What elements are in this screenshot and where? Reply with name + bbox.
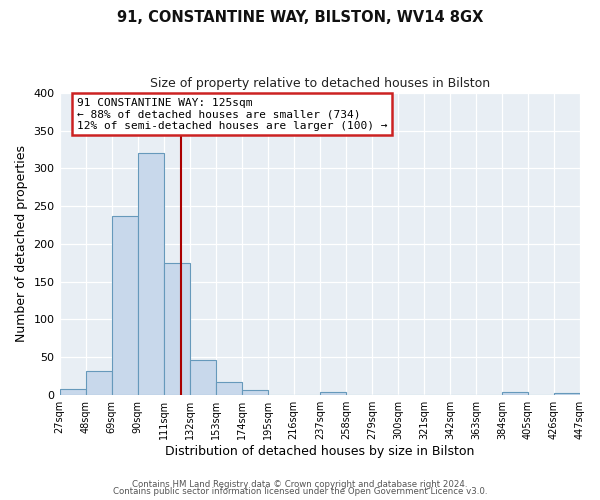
Bar <box>86 370 112 394</box>
Text: Contains HM Land Registry data © Crown copyright and database right 2024.: Contains HM Land Registry data © Crown c… <box>132 480 468 489</box>
Bar <box>112 216 137 394</box>
Bar <box>320 392 346 394</box>
Bar <box>554 393 580 394</box>
Bar <box>164 262 190 394</box>
Y-axis label: Number of detached properties: Number of detached properties <box>15 146 28 342</box>
Text: 91 CONSTANTINE WAY: 125sqm
← 88% of detached houses are smaller (734)
12% of sem: 91 CONSTANTINE WAY: 125sqm ← 88% of deta… <box>77 98 387 131</box>
Title: Size of property relative to detached houses in Bilston: Size of property relative to detached ho… <box>150 78 490 90</box>
Bar <box>502 392 528 394</box>
Bar <box>137 154 164 394</box>
Bar <box>215 382 242 394</box>
Text: 91, CONSTANTINE WAY, BILSTON, WV14 8GX: 91, CONSTANTINE WAY, BILSTON, WV14 8GX <box>117 10 483 25</box>
X-axis label: Distribution of detached houses by size in Bilston: Distribution of detached houses by size … <box>165 444 475 458</box>
Bar <box>190 360 215 394</box>
Text: Contains public sector information licensed under the Open Government Licence v3: Contains public sector information licen… <box>113 488 487 496</box>
Bar <box>242 390 268 394</box>
Bar <box>59 388 86 394</box>
